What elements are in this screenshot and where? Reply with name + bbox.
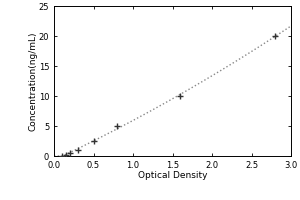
Y-axis label: Concentration(ng/mL): Concentration(ng/mL) <box>28 31 37 131</box>
X-axis label: Optical Density: Optical Density <box>138 171 207 180</box>
